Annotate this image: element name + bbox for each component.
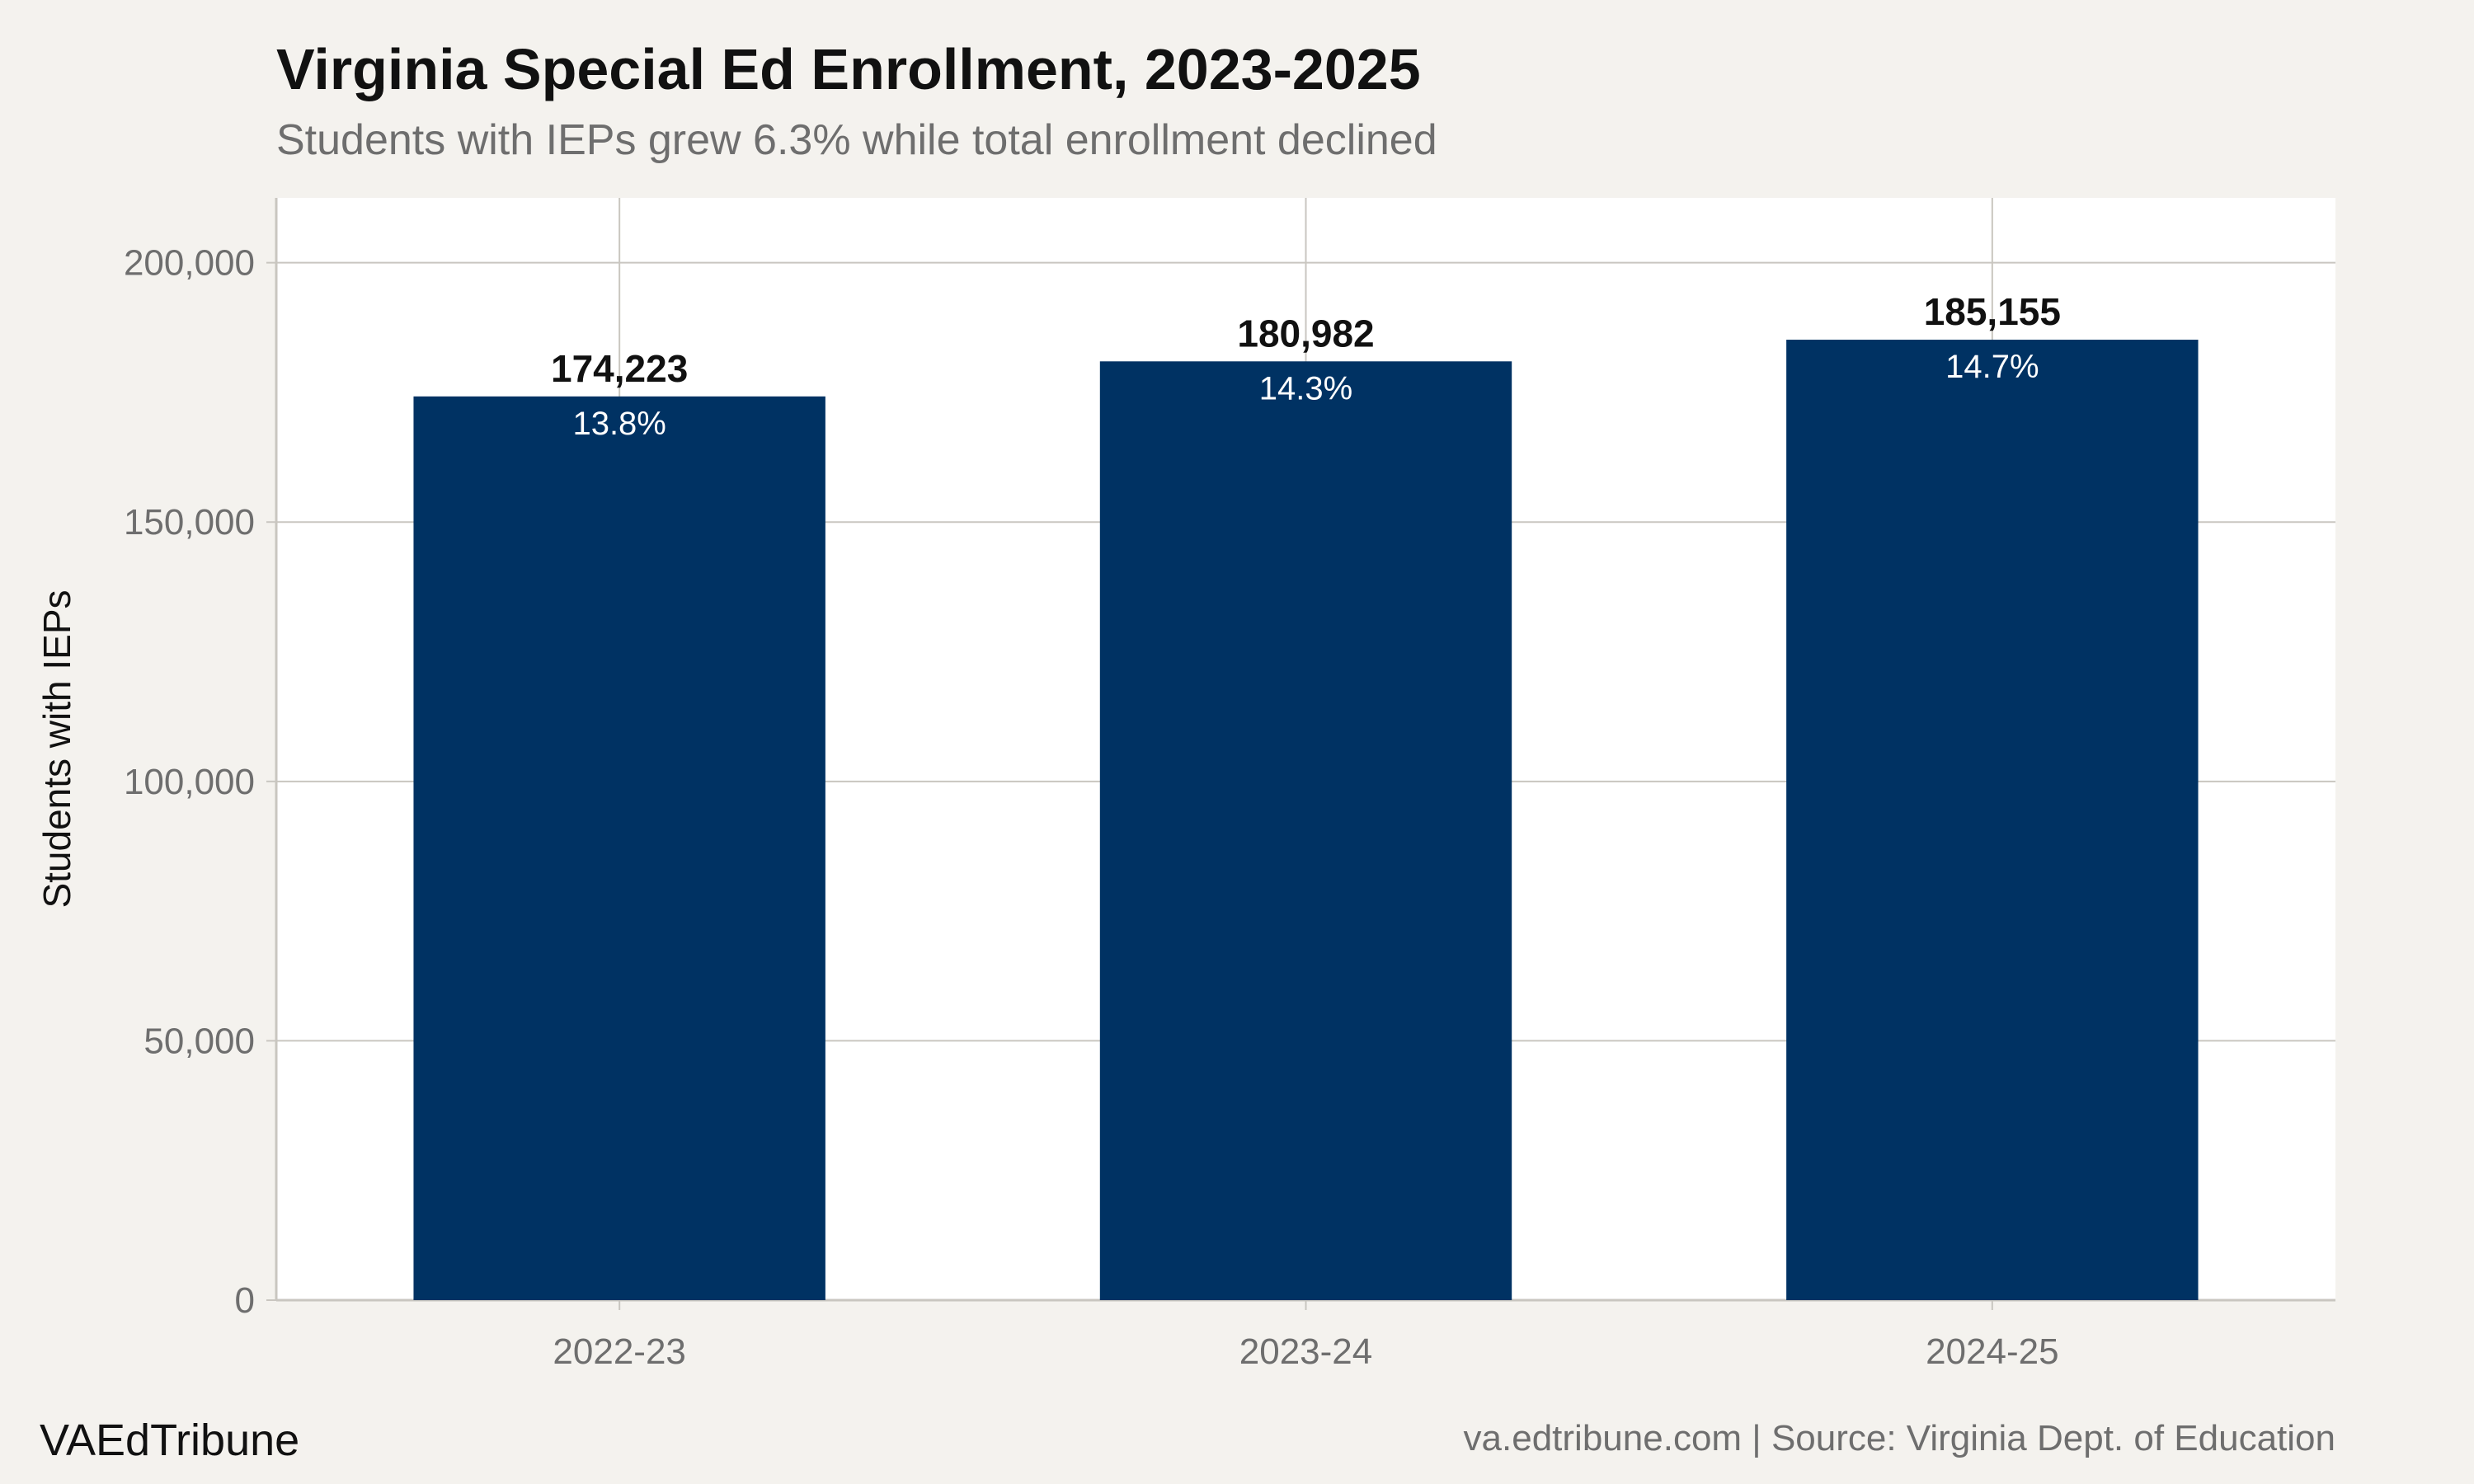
x-tick-label: 2023-24 <box>1239 1331 1372 1372</box>
x-tick-label: 2024-25 <box>1926 1331 2058 1372</box>
bar <box>413 396 825 1301</box>
y-tick-label: 150,000 <box>124 502 255 542</box>
bar <box>1099 361 1512 1300</box>
y-tick-label: 0 <box>235 1280 255 1321</box>
bar-share-label: 13.8% <box>572 406 666 442</box>
source-credit: va.edtribune.com | Source: Virginia Dept… <box>1463 1418 2335 1458</box>
bar-value-label: 174,223 <box>551 347 688 390</box>
bar-share-label: 14.3% <box>1259 370 1352 406</box>
y-tick-label: 50,000 <box>143 1021 255 1061</box>
bar-value-label: 185,155 <box>1924 290 2061 333</box>
bar-share-label: 14.7% <box>1945 349 2039 385</box>
chart-title: Virginia Special Ed Enrollment, 2023-202… <box>276 37 1421 101</box>
brand-logo-text: VAEdTribune <box>40 1416 300 1465</box>
y-tick-label: 200,000 <box>124 243 255 284</box>
x-tick-label: 2022-23 <box>553 1331 685 1372</box>
bars: 174,223 13.8% 180,982 14.3% 185,155 14.7% <box>413 290 2199 1301</box>
bar <box>1786 340 2199 1300</box>
bar-value-label: 180,982 <box>1237 312 1374 355</box>
y-tick-label: 100,000 <box>124 762 255 802</box>
y-axis-title: Students with IEPs <box>35 589 78 908</box>
chart-subtitle: Students with IEPs grew 6.3% while total… <box>276 116 1437 164</box>
